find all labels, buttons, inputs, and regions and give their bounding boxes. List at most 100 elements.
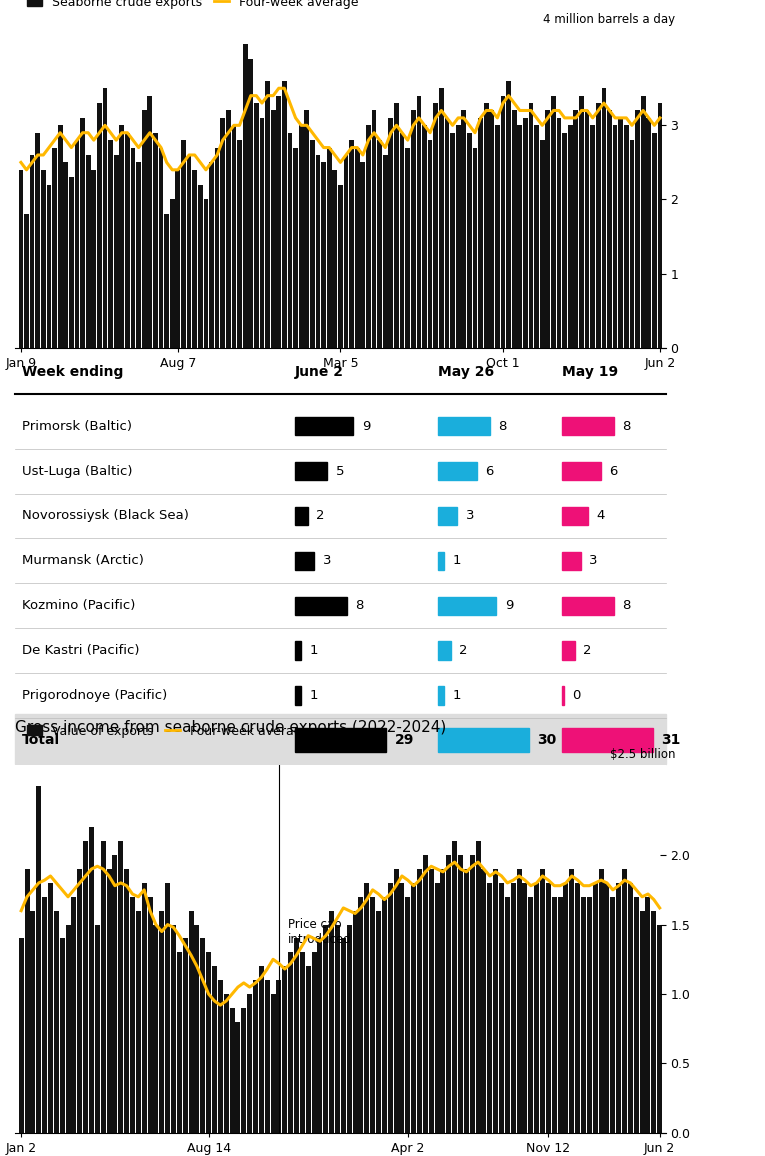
Bar (74, 140, 80, 348)
Bar (288, 133, 292, 348)
Bar (338, 185, 343, 348)
Text: 1: 1 (310, 689, 318, 702)
Bar (220, 118, 225, 348)
Bar (416, 96, 422, 348)
Bar (215, 148, 220, 348)
Bar (562, 687, 564, 704)
Bar (83, 842, 88, 1133)
Bar (540, 140, 545, 348)
Bar (618, 118, 623, 348)
Bar (223, 994, 229, 1133)
Bar (428, 140, 432, 348)
Bar (564, 883, 568, 1133)
Text: 30: 30 (538, 733, 557, 747)
Bar (500, 96, 506, 348)
Bar (476, 842, 480, 1133)
Bar (24, 869, 30, 1133)
Bar (557, 118, 562, 348)
Bar (382, 897, 387, 1133)
Bar (236, 1022, 240, 1133)
Bar (153, 133, 158, 348)
Bar (58, 125, 63, 348)
Text: 1: 1 (453, 555, 461, 568)
Bar (194, 925, 200, 1133)
Bar (306, 966, 311, 1133)
Bar (581, 897, 586, 1133)
Bar (249, 59, 253, 348)
Bar (601, 88, 607, 348)
Bar (562, 642, 575, 660)
Bar (41, 170, 46, 348)
Bar (294, 939, 299, 1133)
Bar (63, 162, 68, 348)
Bar (495, 125, 500, 348)
Bar (187, 155, 191, 348)
Bar (136, 911, 141, 1133)
Bar (230, 1008, 235, 1133)
Bar (243, 44, 248, 348)
Bar (438, 596, 496, 615)
Bar (253, 980, 258, 1133)
Bar (389, 118, 393, 348)
Bar (435, 883, 440, 1133)
Text: Prigorodnoye (Pacific): Prigorodnoye (Pacific) (21, 689, 167, 702)
Bar (203, 200, 208, 348)
Bar (552, 897, 557, 1133)
Bar (473, 148, 477, 348)
Bar (399, 883, 405, 1133)
Bar (487, 883, 493, 1133)
Bar (282, 81, 287, 348)
Bar (545, 111, 550, 348)
Text: 3: 3 (466, 510, 474, 523)
Bar (265, 81, 270, 348)
Bar (108, 140, 113, 348)
Bar (295, 642, 301, 660)
Bar (624, 125, 629, 348)
Bar (142, 111, 147, 348)
Bar (376, 911, 381, 1133)
Bar (327, 148, 331, 348)
Bar (69, 177, 73, 348)
Bar (329, 911, 334, 1133)
Bar (241, 1008, 246, 1133)
Bar (483, 103, 489, 348)
Legend: Seaborne crude exports, Four-week average: Seaborne crude exports, Four-week averag… (21, 0, 363, 14)
Bar (388, 883, 392, 1133)
Bar (142, 883, 147, 1133)
Bar (47, 185, 51, 348)
Text: 0: 0 (572, 689, 581, 702)
Bar (24, 214, 29, 348)
Bar (232, 125, 236, 348)
Bar (506, 81, 511, 348)
Bar (271, 111, 275, 348)
Bar (652, 133, 656, 348)
Bar (188, 911, 194, 1133)
Bar (534, 883, 539, 1133)
Bar (295, 417, 353, 436)
Text: May 26: May 26 (438, 365, 494, 379)
Bar (562, 596, 614, 615)
Bar (31, 911, 35, 1133)
Bar (417, 869, 422, 1133)
Bar (438, 687, 444, 704)
Bar (558, 897, 562, 1133)
Bar (657, 925, 662, 1133)
Bar (304, 111, 309, 348)
Bar (295, 596, 347, 615)
Text: Price cap
introduced: Price cap introduced (288, 918, 351, 946)
Bar (148, 897, 152, 1133)
Bar (464, 869, 469, 1133)
Bar (610, 897, 615, 1133)
Bar (607, 111, 612, 348)
Bar (159, 911, 164, 1133)
Bar (422, 125, 427, 348)
Bar (293, 148, 298, 348)
Text: $2.5 billion: $2.5 billion (610, 748, 675, 761)
Text: Week ending: Week ending (21, 365, 123, 379)
Bar (428, 869, 434, 1133)
Bar (335, 925, 340, 1133)
Text: 2: 2 (460, 644, 468, 657)
Bar (192, 170, 197, 348)
Bar (613, 125, 617, 348)
Bar (640, 911, 645, 1133)
